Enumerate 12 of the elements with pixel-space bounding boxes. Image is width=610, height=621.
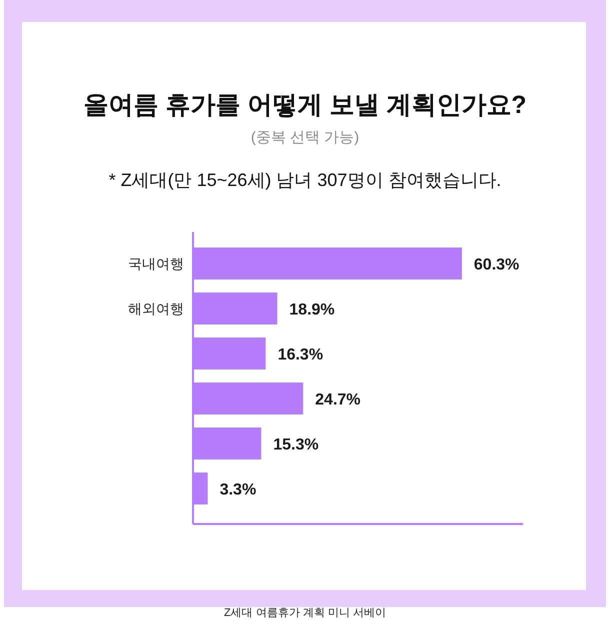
text: * Z세대(만 15~26세) 남녀 307명이 참여했습니다. <box>108 170 502 190</box>
data-label: 24.7% <box>315 392 361 408</box>
data-label: 16.3% <box>278 346 324 364</box>
y-tick-label: 해외여행 <box>128 300 184 316</box>
data-label: 15.3% <box>273 436 319 454</box>
data-label: 18.9% <box>289 302 335 318</box>
chart-subtitle: (중복 선택 가능) <box>250 129 360 146</box>
text: Z세대 여름휴가 계획 미니 서베이 <box>224 607 386 619</box>
data-label: 3.3% <box>220 482 256 498</box>
y-tick-label: 국내여행 <box>128 256 184 272</box>
chart-title: 올여름 휴가를 어떻게 보낼 계획인가요? <box>83 91 527 119</box>
data-label: 60.3% <box>474 256 520 274</box>
